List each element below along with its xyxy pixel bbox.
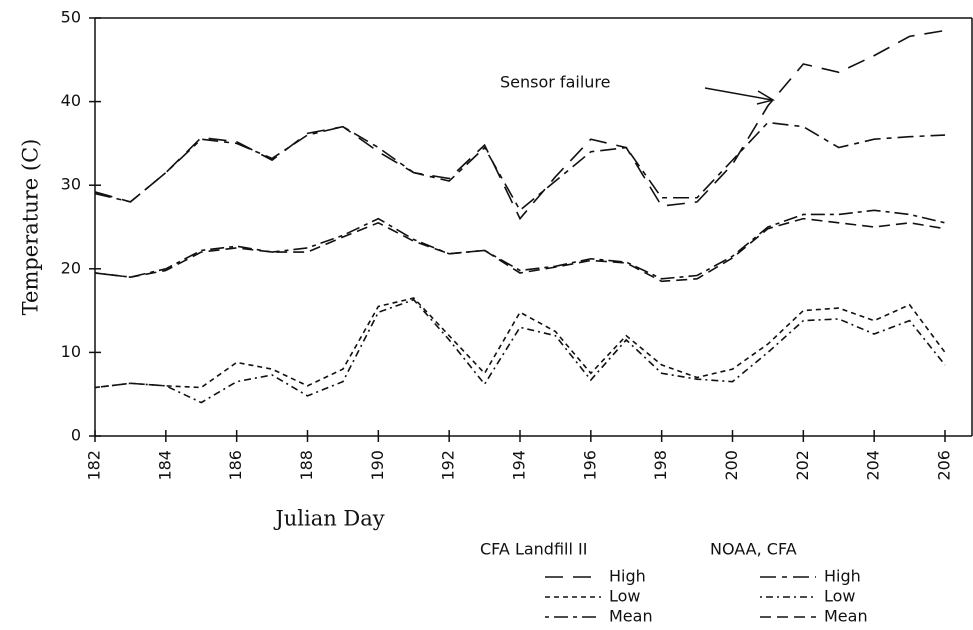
x-tick-label: 190 bbox=[368, 450, 387, 481]
x-tick-label: 188 bbox=[297, 450, 316, 481]
x-tick-label: 196 bbox=[580, 450, 599, 481]
legend-group-title: CFA Landfill II bbox=[480, 540, 587, 559]
series-line bbox=[94, 297, 946, 389]
series-line bbox=[94, 298, 946, 404]
annotation: Sensor failure bbox=[500, 73, 610, 92]
series-line bbox=[94, 217, 946, 283]
x-tick-label: 192 bbox=[439, 450, 458, 481]
legend-label: Mean bbox=[609, 607, 653, 626]
legend-label: High bbox=[824, 567, 861, 586]
y-tick-label: 50 bbox=[61, 8, 81, 27]
x-tick-label: 206 bbox=[935, 450, 954, 481]
x-tick-label: 202 bbox=[793, 450, 812, 481]
x-tick-label: 204 bbox=[864, 450, 883, 481]
legend-label: Low bbox=[824, 587, 856, 606]
y-axis-label: Temperature (C) bbox=[19, 139, 43, 316]
x-tick-label: 186 bbox=[226, 450, 245, 481]
legend-label: High bbox=[609, 567, 646, 586]
series-line bbox=[94, 209, 946, 280]
x-tick-label: 182 bbox=[85, 450, 104, 481]
y-tick-label: 0 bbox=[71, 426, 81, 445]
x-tick-label: 184 bbox=[155, 450, 174, 481]
y-tick-label: 40 bbox=[61, 91, 81, 110]
legend-label: Low bbox=[609, 587, 641, 606]
legend-group-title: NOAA, CFA bbox=[710, 540, 797, 559]
y-tick-label: 30 bbox=[61, 175, 81, 194]
y-tick-label: 20 bbox=[61, 258, 81, 277]
series-line bbox=[94, 29, 946, 221]
series-line bbox=[94, 121, 946, 212]
x-axis-label: Julian Day bbox=[273, 507, 384, 531]
y-tick-label: 10 bbox=[61, 342, 81, 361]
x-tick-label: 198 bbox=[651, 450, 670, 481]
arrow-head bbox=[756, 90, 775, 105]
x-tick-label: 194 bbox=[510, 450, 529, 481]
legend-label: Mean bbox=[824, 607, 868, 626]
x-tick-label: 200 bbox=[722, 450, 741, 481]
annotation-arrow bbox=[704, 87, 773, 101]
